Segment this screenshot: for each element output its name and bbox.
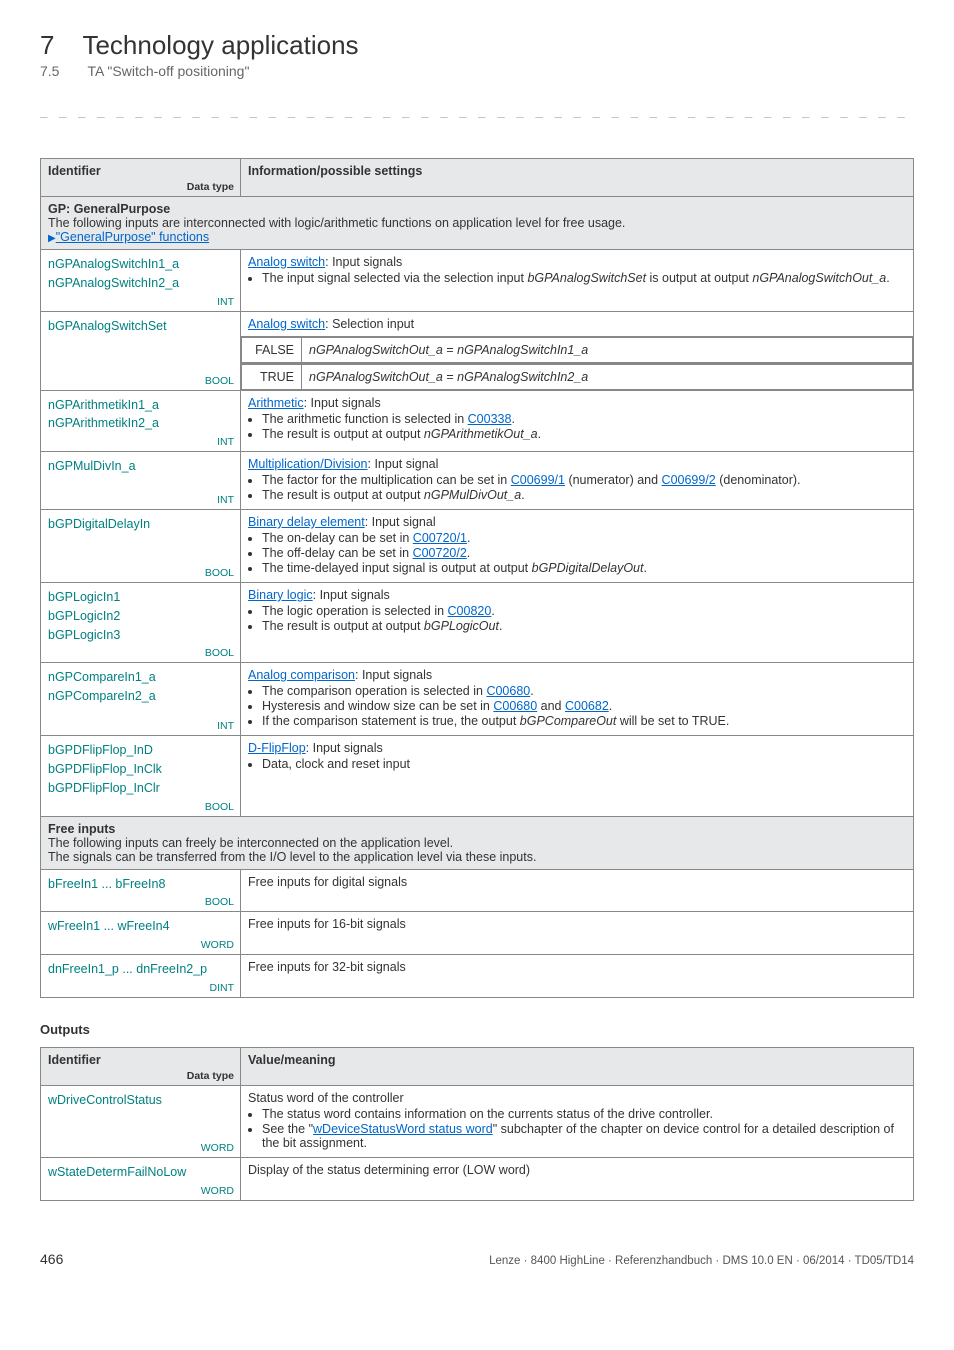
identifier-label: bGPLogicIn1 — [48, 588, 233, 607]
row-state-determ-fail: wStateDetermFailNoLow WORD Display of th… — [41, 1157, 914, 1200]
identifier-label: nGPArithmetikIn2_a — [48, 414, 233, 433]
analog-switch-link[interactable]: Analog switch — [248, 317, 325, 331]
identifier-label: bGPDFlipFlop_InClk — [48, 760, 233, 779]
muldiv-link[interactable]: Multiplication/Division — [248, 457, 368, 471]
free-info: Free inputs for 32-bit signals — [241, 955, 914, 998]
row-flipflop: bGPDFlipFlop_InD bGPDFlipFlop_InClk bGPD… — [41, 736, 914, 816]
chapter-number: 7 — [40, 30, 54, 61]
identifier-label: wDriveControlStatus — [48, 1091, 233, 1110]
identifier-label: nGPArithmetikIn1_a — [48, 396, 233, 415]
c00682-link[interactable]: C00682 — [565, 699, 609, 713]
flipflop-link[interactable]: D-FlipFlop — [248, 741, 306, 755]
identifier-label: bGPAnalogSwitchSet — [48, 317, 233, 336]
datatype-label: WORD — [201, 939, 234, 951]
row-free-word: wFreeIn1 ... wFreeIn4 WORD Free inputs fo… — [41, 912, 914, 955]
state-info: Display of the status determining error … — [241, 1157, 914, 1200]
datatype-label: INT — [217, 436, 234, 448]
identifier-label: bGPDFlipFlop_InD — [48, 741, 233, 760]
free-info: Free inputs for digital signals — [241, 869, 914, 912]
datatype-label: BOOL — [205, 647, 234, 659]
identifier-label: bGPLogicIn2 — [48, 607, 233, 626]
row-free-dint: dnFreeIn1_p ... dnFreeIn2_p DINT Free inp… — [41, 955, 914, 998]
footer-text: Lenze · 8400 HighLine · Referenzhandbuch… — [489, 1255, 914, 1267]
chapter-header: 7 Technology applications — [40, 30, 914, 61]
datatype-label: INT — [217, 296, 234, 308]
c00680-link[interactable]: C00680 — [486, 684, 530, 698]
row-analog-in: nGPAnalogSwitchIn1_a nGPAnalogSwitchIn2_… — [41, 250, 914, 312]
datatype-label: BOOL — [205, 896, 234, 908]
gp-title: GP: GeneralPurpose — [48, 202, 906, 216]
row-logic: bGPLogicIn1 bGPLogicIn2 bGPLogicIn3 BOOL… — [41, 583, 914, 663]
datatype-label: BOOL — [205, 801, 234, 813]
free-desc1: The following inputs can freely be inter… — [48, 836, 906, 850]
c00720-1-link[interactable]: C00720/1 — [413, 531, 467, 545]
identifier-label: nGPCompareIn1_a — [48, 668, 233, 687]
datatype-label: WORD — [201, 1142, 234, 1154]
table-header-row: Identifier Data type Information/possibl… — [41, 159, 914, 197]
c00720-2-link[interactable]: C00720/2 — [413, 546, 467, 560]
gp-section-row: GP: GeneralPurpose The following inputs … — [41, 197, 914, 250]
header-identifier: Identifier Data type — [41, 1047, 241, 1085]
section-header: 7.5 TA "Switch-off positioning" — [40, 63, 914, 79]
section-title: TA "Switch-off positioning" — [87, 63, 249, 79]
identifier-label: bGPDigitalDelayIn — [48, 515, 233, 534]
row-muldiv: nGPMulDivIn_a INT Multiplication/Divisio… — [41, 452, 914, 510]
analog-switch-link[interactable]: Analog switch — [248, 255, 325, 269]
chapter-title: Technology applications — [82, 30, 358, 61]
datatype-label: WORD — [201, 1185, 234, 1197]
identifier-label: nGPMulDivIn_a — [48, 457, 233, 476]
section-number: 7.5 — [40, 63, 59, 79]
datatype-label: INT — [217, 494, 234, 506]
table-header-row: Identifier Data type Value/meaning — [41, 1047, 914, 1085]
c00699-1-link[interactable]: C00699/1 — [511, 473, 565, 487]
header-identifier: Identifier Data type — [41, 159, 241, 197]
c00680-link[interactable]: C00680 — [493, 699, 537, 713]
identifier-label: dnFreeIn1_p ... dnFreeIn2_p — [48, 960, 233, 979]
logic-link[interactable]: Binary logic — [248, 588, 313, 602]
c00820-link[interactable]: C00820 — [448, 604, 492, 618]
row-arithmetic: nGPArithmetikIn1_a nGPArithmetikIn2_a IN… — [41, 390, 914, 452]
row-free-bool: bFreeIn1 ... bFreeIn8 BOOL Free inputs fo… — [41, 869, 914, 912]
false-label: FALSE — [242, 337, 302, 362]
signals-table: Identifier Data type Information/possibl… — [40, 158, 914, 998]
status-word-link[interactable]: wDeviceStatusWord status word — [313, 1122, 493, 1136]
identifier-label: bGPDFlipFlop_InClr — [48, 779, 233, 798]
gp-desc: The following inputs are interconnected … — [48, 216, 906, 230]
true-label: TRUE — [242, 364, 302, 389]
identifier-label: wFreeIn1 ... wFreeIn4 — [48, 917, 233, 936]
outputs-table: Identifier Data type Value/meaning wDriv… — [40, 1047, 914, 1201]
identifier-label: wStateDetermFailNoLow — [48, 1163, 233, 1182]
identifier-label: nGPCompareIn2_a — [48, 687, 233, 706]
header-info: Information/possible settings — [241, 159, 914, 197]
free-inputs-section: Free inputs The following inputs can fre… — [41, 816, 914, 869]
header-info: Value/meaning — [241, 1047, 914, 1085]
arithmetic-link[interactable]: Arithmetic — [248, 396, 304, 410]
gp-link[interactable]: "GeneralPurpose" functions — [48, 230, 209, 244]
outputs-heading: Outputs — [40, 1022, 914, 1037]
row-drive-control-status: wDriveControlStatus WORD Status word of … — [41, 1085, 914, 1157]
row-analog-switchset: bGPAnalogSwitchSet BOOL Analog switch: S… — [41, 311, 914, 336]
identifier-label: bGPLogicIn3 — [48, 626, 233, 645]
free-title: Free inputs — [48, 822, 906, 836]
separator: _ _ _ _ _ _ _ _ _ _ _ _ _ _ _ _ _ _ _ _ … — [40, 103, 914, 118]
c00338-link[interactable]: C00338 — [468, 412, 512, 426]
identifier-label: nGPAnalogSwitchIn1_a — [48, 255, 233, 274]
row-compare: nGPCompareIn1_a nGPCompareIn2_a INT Anal… — [41, 663, 914, 736]
c00699-2-link[interactable]: C00699/2 — [662, 473, 716, 487]
delay-link[interactable]: Binary delay element — [248, 515, 365, 529]
header-datatype: Data type — [187, 181, 234, 193]
page-footer: 466 Lenze · 8400 HighLine · Referenzhand… — [40, 1251, 914, 1267]
datatype-label: DINT — [210, 982, 235, 994]
free-desc2: The signals can be transferred from the … — [48, 850, 906, 864]
page-number: 466 — [40, 1251, 63, 1267]
datatype-label: BOOL — [205, 375, 234, 387]
identifier-label: nGPAnalogSwitchIn2_a — [48, 274, 233, 293]
free-info: Free inputs for 16-bit signals — [241, 912, 914, 955]
header-datatype: Data type — [187, 1070, 234, 1082]
compare-link[interactable]: Analog comparison — [248, 668, 355, 682]
identifier-label: bFreeIn1 ... bFreeIn8 — [48, 875, 233, 894]
datatype-label: BOOL — [205, 567, 234, 579]
datatype-label: INT — [217, 720, 234, 732]
row-delay: bGPDigitalDelayIn BOOL Binary delay elem… — [41, 510, 914, 583]
